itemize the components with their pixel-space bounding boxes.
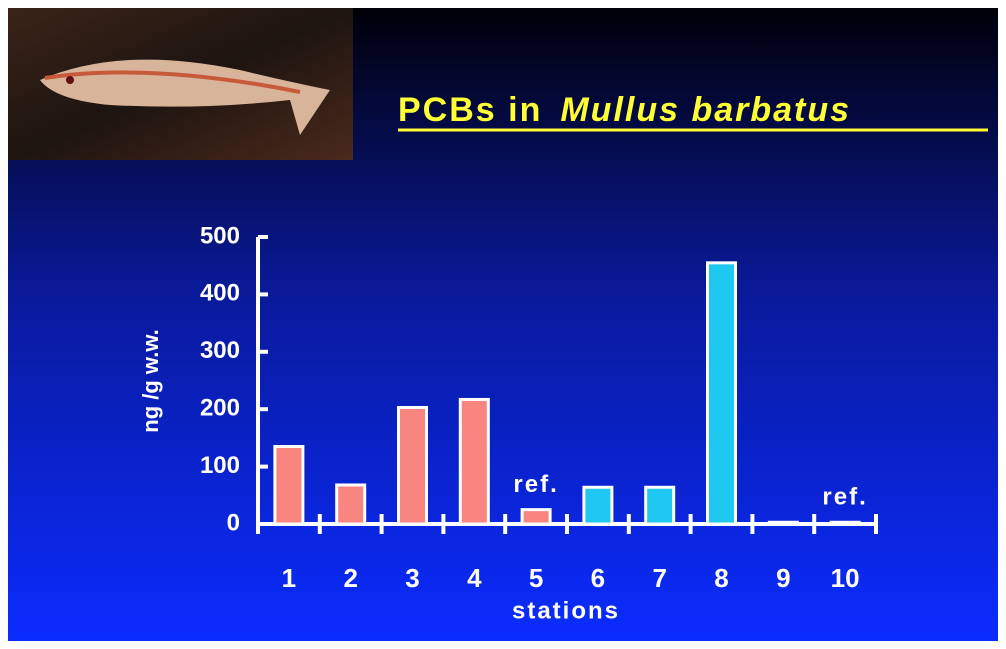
bar	[397, 405, 428, 526]
bar	[520, 508, 552, 526]
bar	[335, 483, 367, 526]
x-tick-label: 5	[529, 563, 543, 593]
y-tick-label: 500	[200, 222, 240, 249]
x-tick-label: 9	[776, 563, 790, 593]
y-axis-label: ng /g w.w.	[138, 329, 163, 432]
y-tick-label: 300	[200, 337, 240, 364]
bar	[829, 520, 861, 526]
y-tick-label: 200	[200, 395, 240, 422]
bar	[458, 397, 490, 526]
x-tick-label: 3	[405, 563, 419, 593]
title-text: PCBs in	[398, 91, 542, 129]
bar	[582, 485, 614, 526]
x-tick-label: 8	[714, 563, 728, 593]
annotation: ref.	[513, 471, 558, 498]
annotation: ref.	[822, 484, 867, 511]
x-tick-label: 1	[282, 563, 296, 593]
bar	[273, 445, 305, 526]
x-tick-label: 10	[831, 563, 860, 593]
x-tick-label: 6	[591, 563, 605, 593]
x-tick-label: 4	[467, 563, 482, 593]
title: PCBs in Mullus barbatus	[398, 91, 988, 132]
y-tick-label: 0	[227, 509, 240, 536]
bar	[706, 261, 737, 526]
x-tick-label: 7	[652, 563, 666, 593]
y-tick-label: 100	[200, 452, 240, 479]
x-tick-label: 2	[343, 563, 357, 593]
fish-photo	[8, 8, 353, 160]
bar	[767, 520, 799, 526]
bar	[644, 485, 676, 526]
y-tick-label: 400	[200, 280, 240, 307]
title-species: Mullus barbatus	[560, 91, 851, 129]
x-axis-label: stations	[512, 597, 620, 624]
